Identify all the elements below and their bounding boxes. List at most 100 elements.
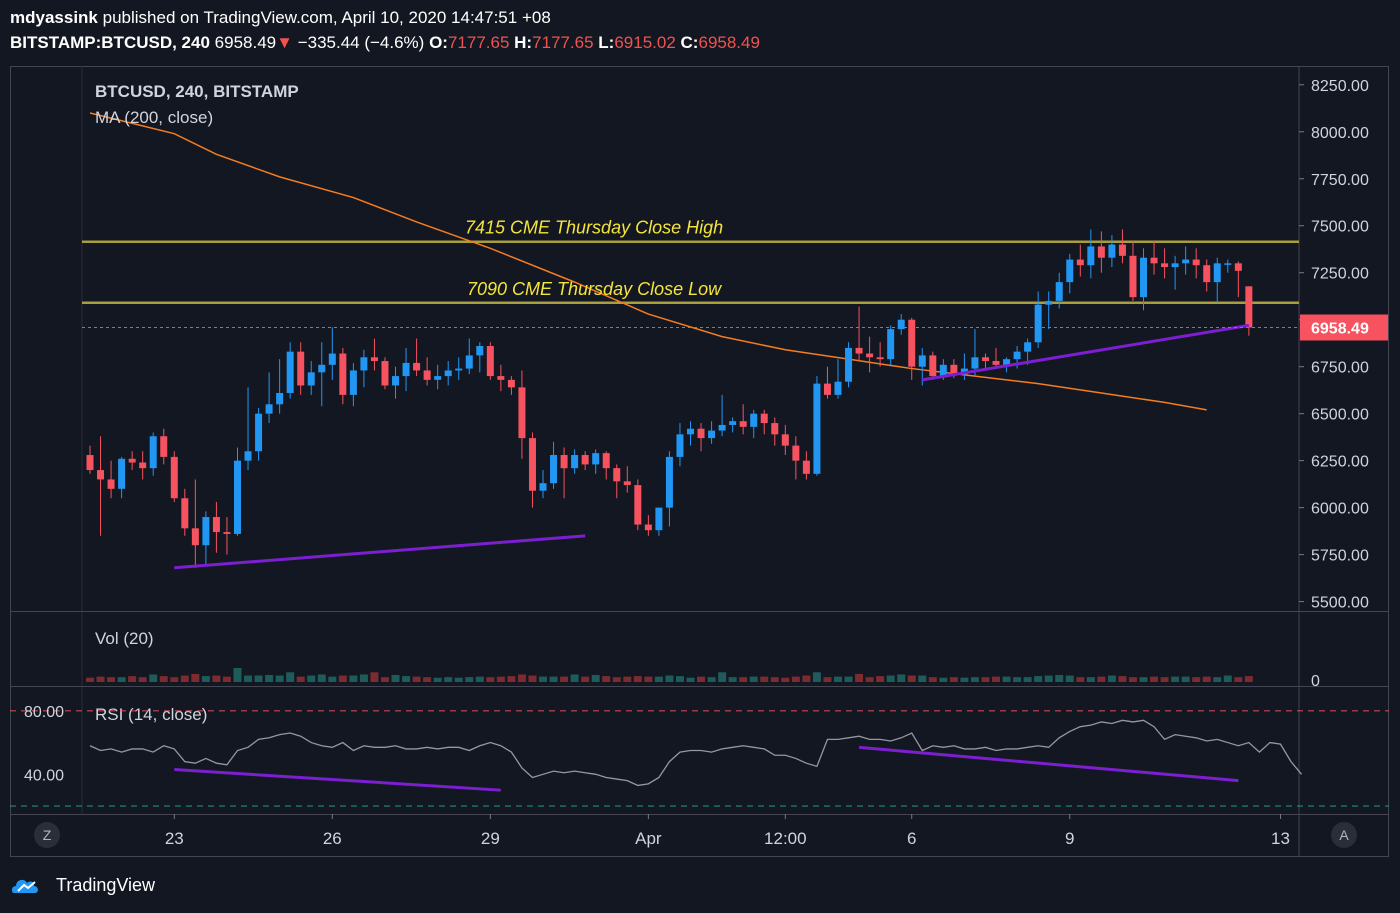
- volume-bar: [465, 677, 474, 682]
- volume-bar: [1076, 677, 1085, 682]
- volume-bar: [391, 675, 400, 682]
- candle-body: [571, 455, 579, 469]
- volume-bar: [591, 675, 600, 682]
- candle: [644, 515, 652, 536]
- volume-bar: [1213, 677, 1222, 682]
- zoom-button[interactable]: Z: [34, 822, 60, 848]
- volume-bar: [939, 677, 948, 682]
- price-tick-label: 6000.00: [1311, 501, 1369, 518]
- last-price-badge: [1300, 314, 1388, 341]
- candle-body: [592, 453, 600, 465]
- candle-body: [550, 455, 558, 484]
- symbol-name[interactable]: BITSTAMP:BTCUSD, 240: [10, 33, 210, 52]
- candle: [1034, 291, 1042, 348]
- volume-bar: [697, 676, 706, 682]
- candle-body: [813, 383, 821, 474]
- candle-body: [181, 498, 189, 529]
- volume-bar: [644, 676, 653, 682]
- candle-body: [328, 353, 336, 365]
- candle-body: [1171, 263, 1179, 268]
- candle-body: [265, 404, 273, 414]
- candle: [550, 441, 558, 489]
- price-tick-label: 6250.00: [1311, 454, 1369, 471]
- candle-body: [465, 355, 473, 369]
- candle: [497, 364, 505, 392]
- auto-scale-button[interactable]: A: [1331, 822, 1357, 848]
- candle-body: [1013, 351, 1021, 360]
- candle-body: [992, 361, 1000, 365]
- candle: [1045, 291, 1053, 330]
- volume-bar: [1171, 676, 1180, 682]
- candle-body: [644, 524, 652, 531]
- rsi-line: [89, 719, 1303, 787]
- close-label: C:: [680, 33, 699, 52]
- candle-body: [1140, 257, 1148, 298]
- volume-bar: [191, 673, 200, 682]
- volume-bar: [1013, 677, 1022, 682]
- volume-bar: [317, 674, 326, 682]
- candle: [276, 359, 284, 414]
- candle-body: [392, 376, 400, 386]
- candle: [223, 517, 231, 555]
- volume-bar: [328, 676, 337, 682]
- candle: [86, 445, 94, 474]
- candle-body: [939, 364, 947, 377]
- volume-bar: [265, 675, 274, 682]
- candle-body: [845, 347, 853, 382]
- candle-body: [381, 361, 389, 386]
- price-tick-label: 7250.00: [1311, 266, 1369, 283]
- candle: [1161, 248, 1169, 279]
- candle: [781, 424, 789, 456]
- candle: [960, 353, 968, 380]
- rsi-trendline: [858, 745, 1239, 783]
- candle-body: [286, 351, 294, 393]
- volume-bar: [675, 676, 684, 682]
- author-name[interactable]: mdyassink: [10, 8, 98, 27]
- level-label: 7415 CME Thursday Close High: [465, 218, 723, 238]
- volume-bar: [1044, 675, 1053, 682]
- candle: [739, 404, 747, 435]
- candle-body: [349, 370, 357, 395]
- publish-text: published on TradingView.com, April 10, …: [102, 8, 551, 27]
- volume-bar: [886, 675, 895, 682]
- volume-bar: [212, 675, 221, 682]
- candle-body: [276, 393, 284, 405]
- volume-bar: [612, 677, 621, 682]
- candle-body: [1182, 259, 1190, 264]
- volume-bar: [1034, 676, 1043, 682]
- candle: [434, 364, 442, 390]
- candle: [160, 428, 168, 465]
- candle-body: [739, 421, 747, 427]
- candle: [191, 479, 199, 568]
- candle-body: [486, 346, 494, 377]
- candle: [244, 387, 252, 471]
- candle-body: [834, 381, 842, 395]
- volume-bar: [760, 676, 769, 682]
- candle: [1076, 244, 1084, 277]
- candle: [139, 451, 147, 480]
- candle: [813, 376, 821, 476]
- candle: [349, 362, 357, 407]
- low-value: 6915.02: [614, 33, 676, 52]
- volume-bar: [833, 676, 842, 682]
- volume-bar: [1181, 676, 1190, 682]
- candle-body: [423, 370, 431, 380]
- candle: [233, 447, 241, 536]
- candle: [423, 357, 431, 386]
- volume-bar: [1107, 675, 1116, 682]
- volume-bar: [1150, 676, 1159, 682]
- volume-bar: [496, 676, 505, 682]
- footer-brand[interactable]: TradingView: [10, 873, 155, 897]
- candle-body: [476, 346, 484, 356]
- candle: [392, 366, 400, 399]
- candle: [729, 417, 737, 433]
- candle-body: [729, 421, 737, 425]
- volume-bar: [1192, 677, 1201, 682]
- candle: [823, 366, 831, 399]
- candle: [539, 470, 547, 499]
- candle-body: [191, 528, 199, 546]
- volume-bar: [286, 672, 295, 682]
- volume-bar: [423, 677, 432, 682]
- candle: [328, 327, 336, 380]
